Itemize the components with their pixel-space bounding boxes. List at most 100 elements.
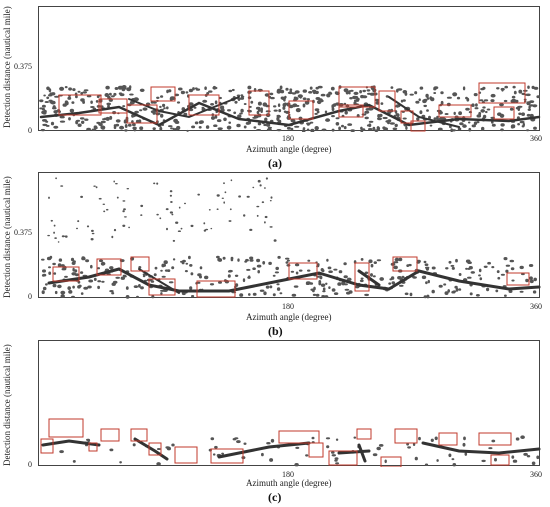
clutter-blob <box>47 234 50 237</box>
clutter-blob <box>394 123 398 128</box>
clutter-blob <box>102 203 106 205</box>
clutter-blob <box>234 274 239 277</box>
clutter-blob <box>97 285 100 290</box>
clutter-blob <box>135 119 140 124</box>
clutter-blob <box>481 459 486 463</box>
clutter-blob <box>57 241 60 243</box>
clutter-blob <box>96 121 101 124</box>
target-trail <box>217 441 311 459</box>
clutter-blob <box>500 87 505 91</box>
plot-area <box>38 6 541 132</box>
clutter-blob <box>308 91 313 94</box>
clutter-blob <box>451 458 455 461</box>
clutter-blob <box>521 273 525 276</box>
clutter-blob <box>464 452 468 456</box>
clutter-blob <box>140 286 144 290</box>
clutter-blob <box>246 268 251 271</box>
y-tick-0375: 0.375 <box>14 228 32 237</box>
clutter-blob <box>161 263 165 268</box>
clutter-blob <box>210 437 215 441</box>
target-trail <box>133 437 169 461</box>
clutter-blob <box>302 97 307 100</box>
clutter-blob <box>276 283 280 286</box>
clutter-blob <box>174 120 180 124</box>
y-axis-label: Detection distance (nautical mile) <box>2 176 12 298</box>
clutter-blob <box>160 292 163 295</box>
clutter-blob <box>437 127 443 131</box>
clutter-blob <box>343 88 349 93</box>
clutter-blob <box>267 126 272 129</box>
clutter-blob <box>318 281 322 286</box>
clutter-blob <box>334 459 338 462</box>
clutter-blob <box>122 274 127 277</box>
clutter-blob <box>376 126 381 131</box>
clutter-blob <box>124 129 128 132</box>
clutter-blob <box>341 282 345 286</box>
clutter-blob <box>266 442 271 445</box>
target-box <box>174 446 198 464</box>
clutter-blob <box>197 193 200 196</box>
clutter-blob <box>273 109 278 112</box>
clutter-blob <box>327 266 332 270</box>
x-tick-180: 180 <box>282 134 294 143</box>
clutter-blob <box>217 127 223 130</box>
clutter-blob <box>164 269 169 272</box>
target-box <box>48 418 84 438</box>
clutter-blob <box>120 276 126 280</box>
clutter-blob <box>113 180 115 183</box>
clutter-blob <box>475 103 478 107</box>
clutter-plot <box>41 177 541 299</box>
clutter-blob <box>217 257 221 262</box>
clutter-blob <box>277 103 281 107</box>
clutter-blob <box>372 453 378 457</box>
clutter-blob <box>184 202 186 205</box>
target-trail <box>421 441 541 455</box>
clutter-blob <box>399 284 404 287</box>
caption-c: (c) <box>268 490 282 504</box>
clutter-blob <box>532 290 537 294</box>
clutter-blob <box>72 460 76 463</box>
clutter-blob <box>107 104 110 109</box>
clutter-blob <box>511 95 516 99</box>
clutter-blob <box>491 123 496 127</box>
clutter-blob <box>529 104 534 107</box>
clutter-blob <box>529 276 533 280</box>
clutter-blob <box>309 86 313 90</box>
clutter-blob <box>276 129 282 132</box>
clutter-blob <box>161 275 166 278</box>
clutter-blob <box>180 260 185 263</box>
clutter-blob <box>451 266 455 270</box>
clutter-blob <box>265 177 268 180</box>
clutter-blob <box>322 290 326 293</box>
clutter-blob <box>75 120 79 125</box>
clutter-blob <box>178 87 183 91</box>
clutter-blob <box>426 294 430 299</box>
target-box <box>40 438 54 454</box>
clutter-blob <box>491 439 496 443</box>
clutter-blob <box>46 96 50 100</box>
clutter-blob <box>263 291 267 296</box>
clutter-blob <box>276 115 281 118</box>
clutter-blob <box>360 129 364 132</box>
clutter-blob <box>243 103 247 105</box>
clutter-blob <box>52 105 56 109</box>
clutter-blob <box>320 283 326 287</box>
clutter-blob <box>261 201 265 204</box>
clutter-blob <box>510 99 514 103</box>
clutter-blob <box>531 461 536 466</box>
clutter-blob <box>372 275 376 278</box>
clutter-blob <box>423 260 427 264</box>
clutter-blob <box>80 98 85 102</box>
clutter-blob <box>128 226 130 229</box>
clutter-blob <box>216 208 219 210</box>
clutter-blob <box>491 266 495 269</box>
clutter-blob <box>142 107 148 111</box>
clutter-blob <box>370 263 374 268</box>
clutter-blob <box>247 85 252 90</box>
clutter-blob <box>229 208 232 211</box>
target-box <box>490 454 510 466</box>
clutter-blob <box>228 220 232 222</box>
clutter-blob <box>98 259 104 263</box>
clutter-blob <box>285 257 290 260</box>
clutter-blob <box>335 438 339 441</box>
